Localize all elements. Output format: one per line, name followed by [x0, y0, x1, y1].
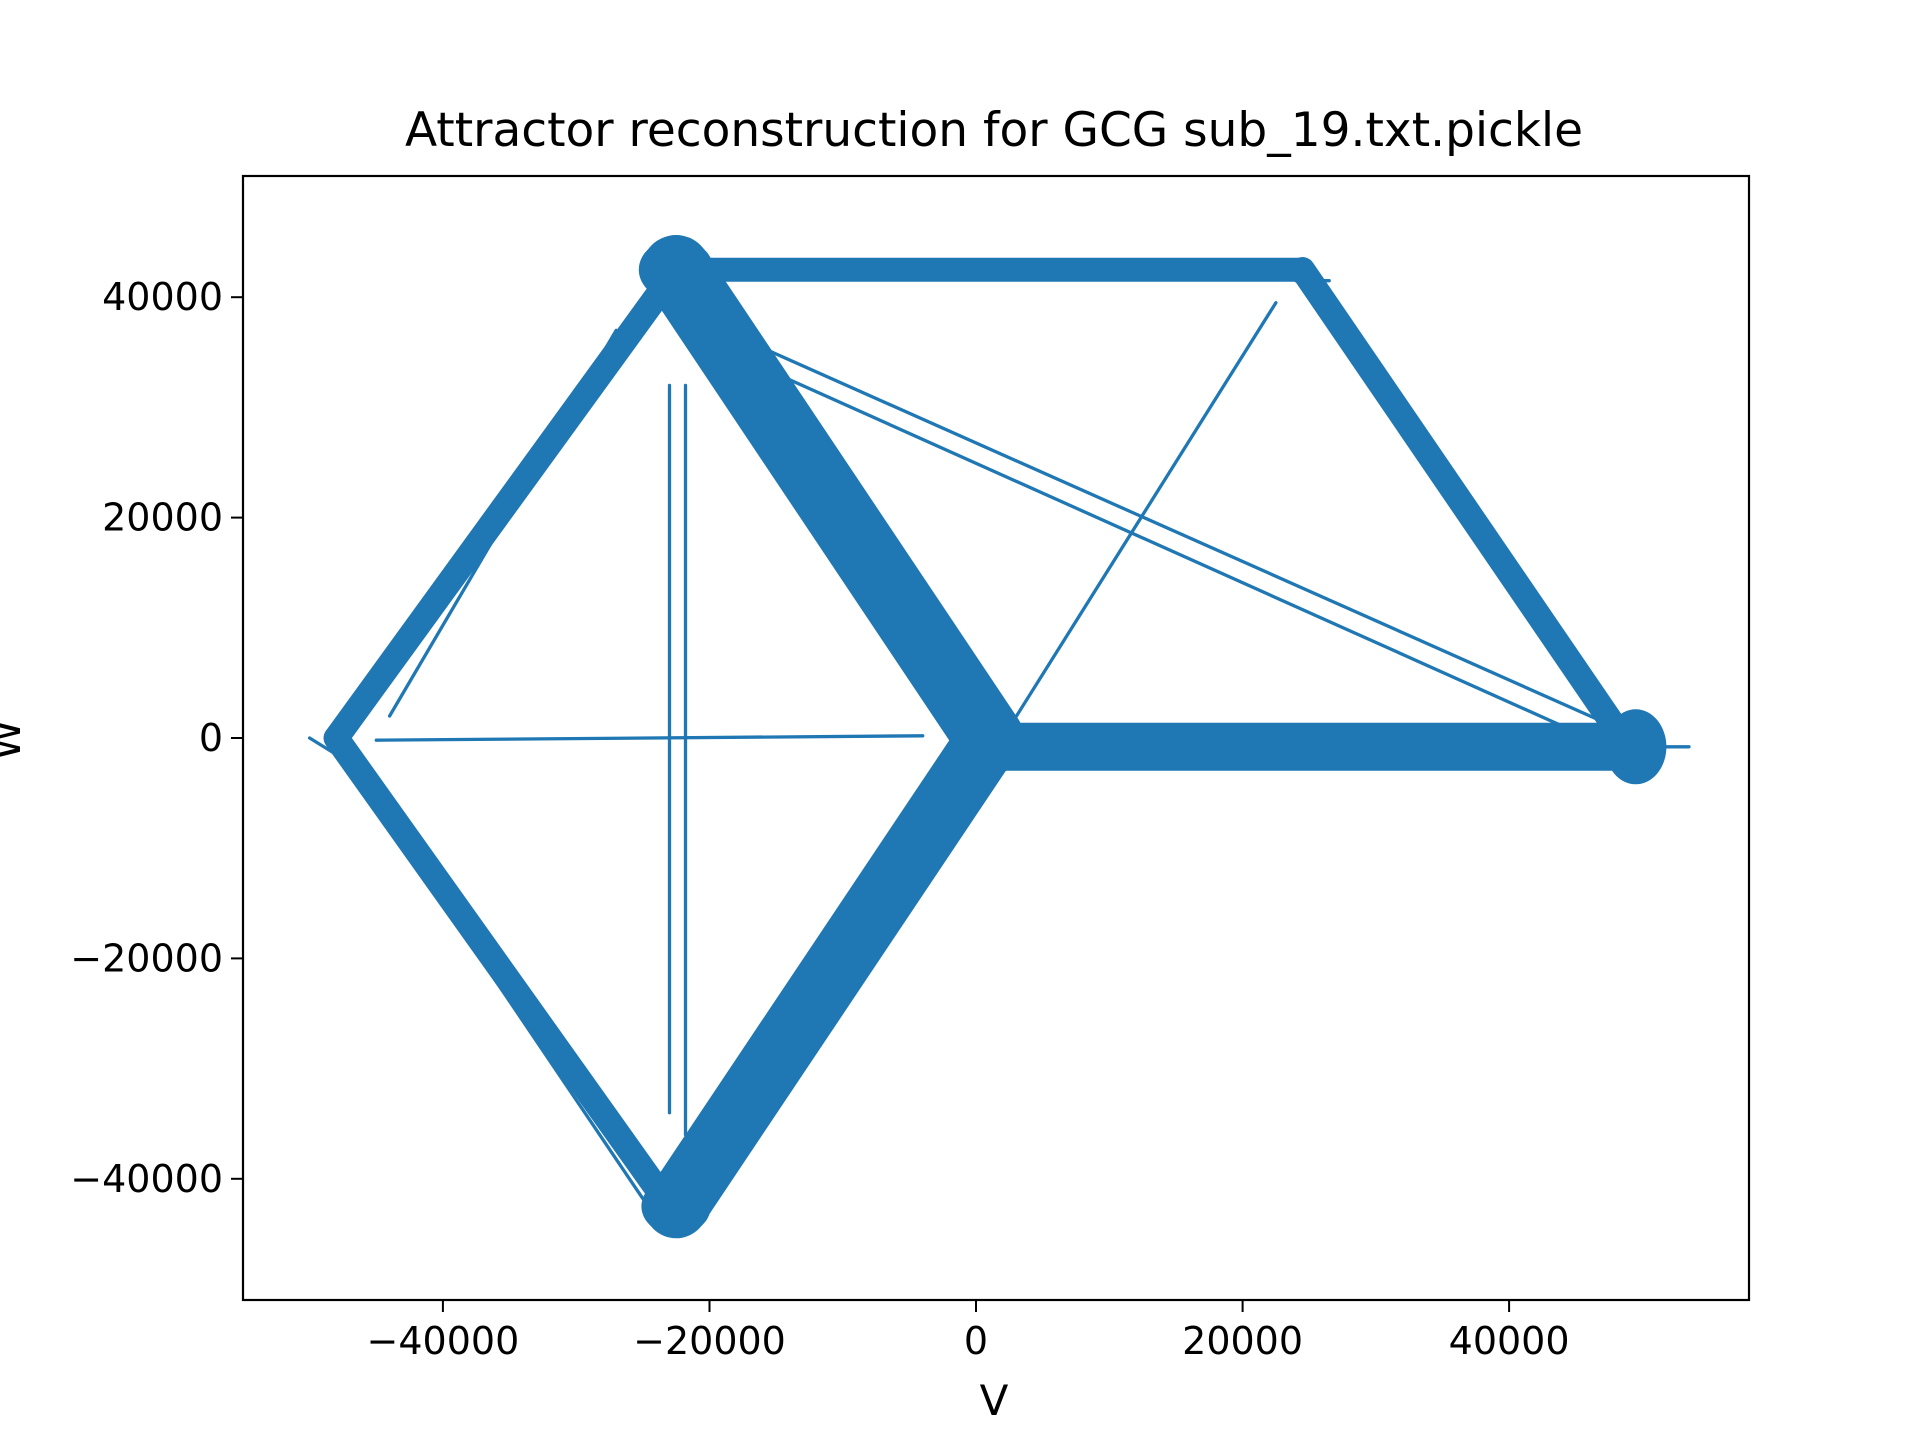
trajectory-segment-12 — [1307, 279, 1631, 740]
trajectory-segment-13 — [721, 328, 1605, 724]
trajectory-cluster-1 — [638, 238, 714, 301]
trajectory-cluster-4 — [954, 719, 1024, 775]
y-axis-label: W — [0, 719, 30, 761]
trajectory-segment-20 — [307, 736, 338, 757]
trajectory-segment-14 — [714, 345, 1591, 740]
trajectory-segment-10 — [334, 742, 645, 1201]
trajectory-segment-15 — [1001, 301, 1278, 740]
trajectory-segment-16 — [374, 734, 925, 742]
x-tick-label: 20000 — [1182, 1319, 1303, 1363]
x-tick-label: −40000 — [367, 1319, 520, 1363]
x-axis-label: V — [980, 1376, 1009, 1425]
trajectory-cluster-2 — [641, 1177, 711, 1236]
trajectory-segment-1 — [641, 235, 1024, 773]
y-tick-label: 40000 — [102, 275, 223, 319]
trajectory-segment-6 — [323, 257, 689, 751]
y-tick-label: 20000 — [102, 496, 223, 540]
trajectory-segment-19 — [707, 780, 991, 1170]
x-tick-label: −20000 — [633, 1319, 786, 1363]
trajectory-cluster-3 — [1605, 709, 1667, 785]
trajectory-segment-9 — [347, 741, 658, 1192]
y-axis: −40000 −20000 0 20000 40000 — [70, 275, 243, 1201]
trajectory-segment-11 — [387, 328, 618, 718]
chart-title: Attractor reconstruction for GCG sub_19.… — [405, 103, 1583, 158]
x-axis: −40000 −20000 0 20000 40000 — [367, 1300, 1570, 1363]
data-layer — [307, 235, 1691, 1239]
y-tick-label: 0 — [199, 716, 223, 760]
x-tick-label: 0 — [964, 1319, 988, 1363]
y-tick-label: −40000 — [70, 1157, 223, 1201]
x-tick-label: 40000 — [1449, 1319, 1570, 1363]
y-tick-label: −20000 — [70, 936, 223, 980]
